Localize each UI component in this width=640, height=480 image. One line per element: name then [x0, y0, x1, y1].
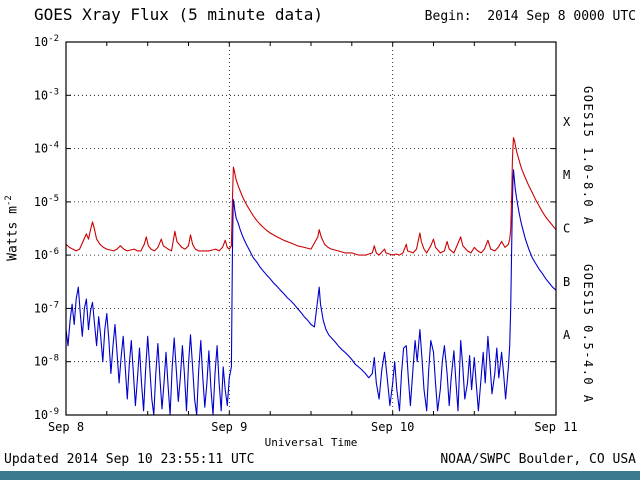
x-tick-label: Sep 10 — [371, 420, 414, 434]
y-tick-label: 10-3 — [34, 87, 59, 102]
window-bottom-bar — [0, 471, 640, 480]
flux-class-letter: M — [563, 168, 570, 182]
flux-class-letter: C — [563, 222, 570, 236]
series-goes15-0.5-4.0-a — [65, 169, 557, 416]
x-tick-label: Sep 11 — [534, 420, 577, 434]
y-tick-label: 10-7 — [34, 300, 59, 315]
x-tick-label: Sep 9 — [211, 420, 247, 434]
y-tick-label: 10-2 — [34, 34, 59, 49]
chart-title: GOES Xray Flux (5 minute data) — [34, 5, 323, 24]
series-label-long: GOES15 1.0-8.0 A — [581, 86, 595, 226]
x-axis-label: Universal Time — [264, 436, 358, 449]
series-label-short: GOES15 0.5-4.0 A — [581, 264, 595, 404]
y-tick-label: 10-4 — [34, 141, 59, 156]
y-tick-label: 10-6 — [34, 247, 59, 262]
series-goes15-1.0-8.0-a — [65, 137, 557, 256]
plot-frame — [65, 41, 557, 416]
flux-class-letter: X — [563, 115, 571, 129]
source-attribution: NOAA/SWPC Boulder, CO USA — [440, 452, 636, 467]
begin-time-label: Begin: 2014 Sep 8 0000 UTC — [424, 9, 636, 24]
flux-class-letter: B — [563, 275, 570, 289]
updated-timestamp: Updated 2014 Sep 10 23:55:11 UTC — [4, 452, 255, 467]
flux-class-letter: A — [563, 328, 571, 342]
y-tick-label: 10-8 — [34, 354, 59, 369]
x-tick-label: Sep 8 — [48, 420, 84, 434]
y-tick-label: 10-5 — [34, 194, 59, 209]
